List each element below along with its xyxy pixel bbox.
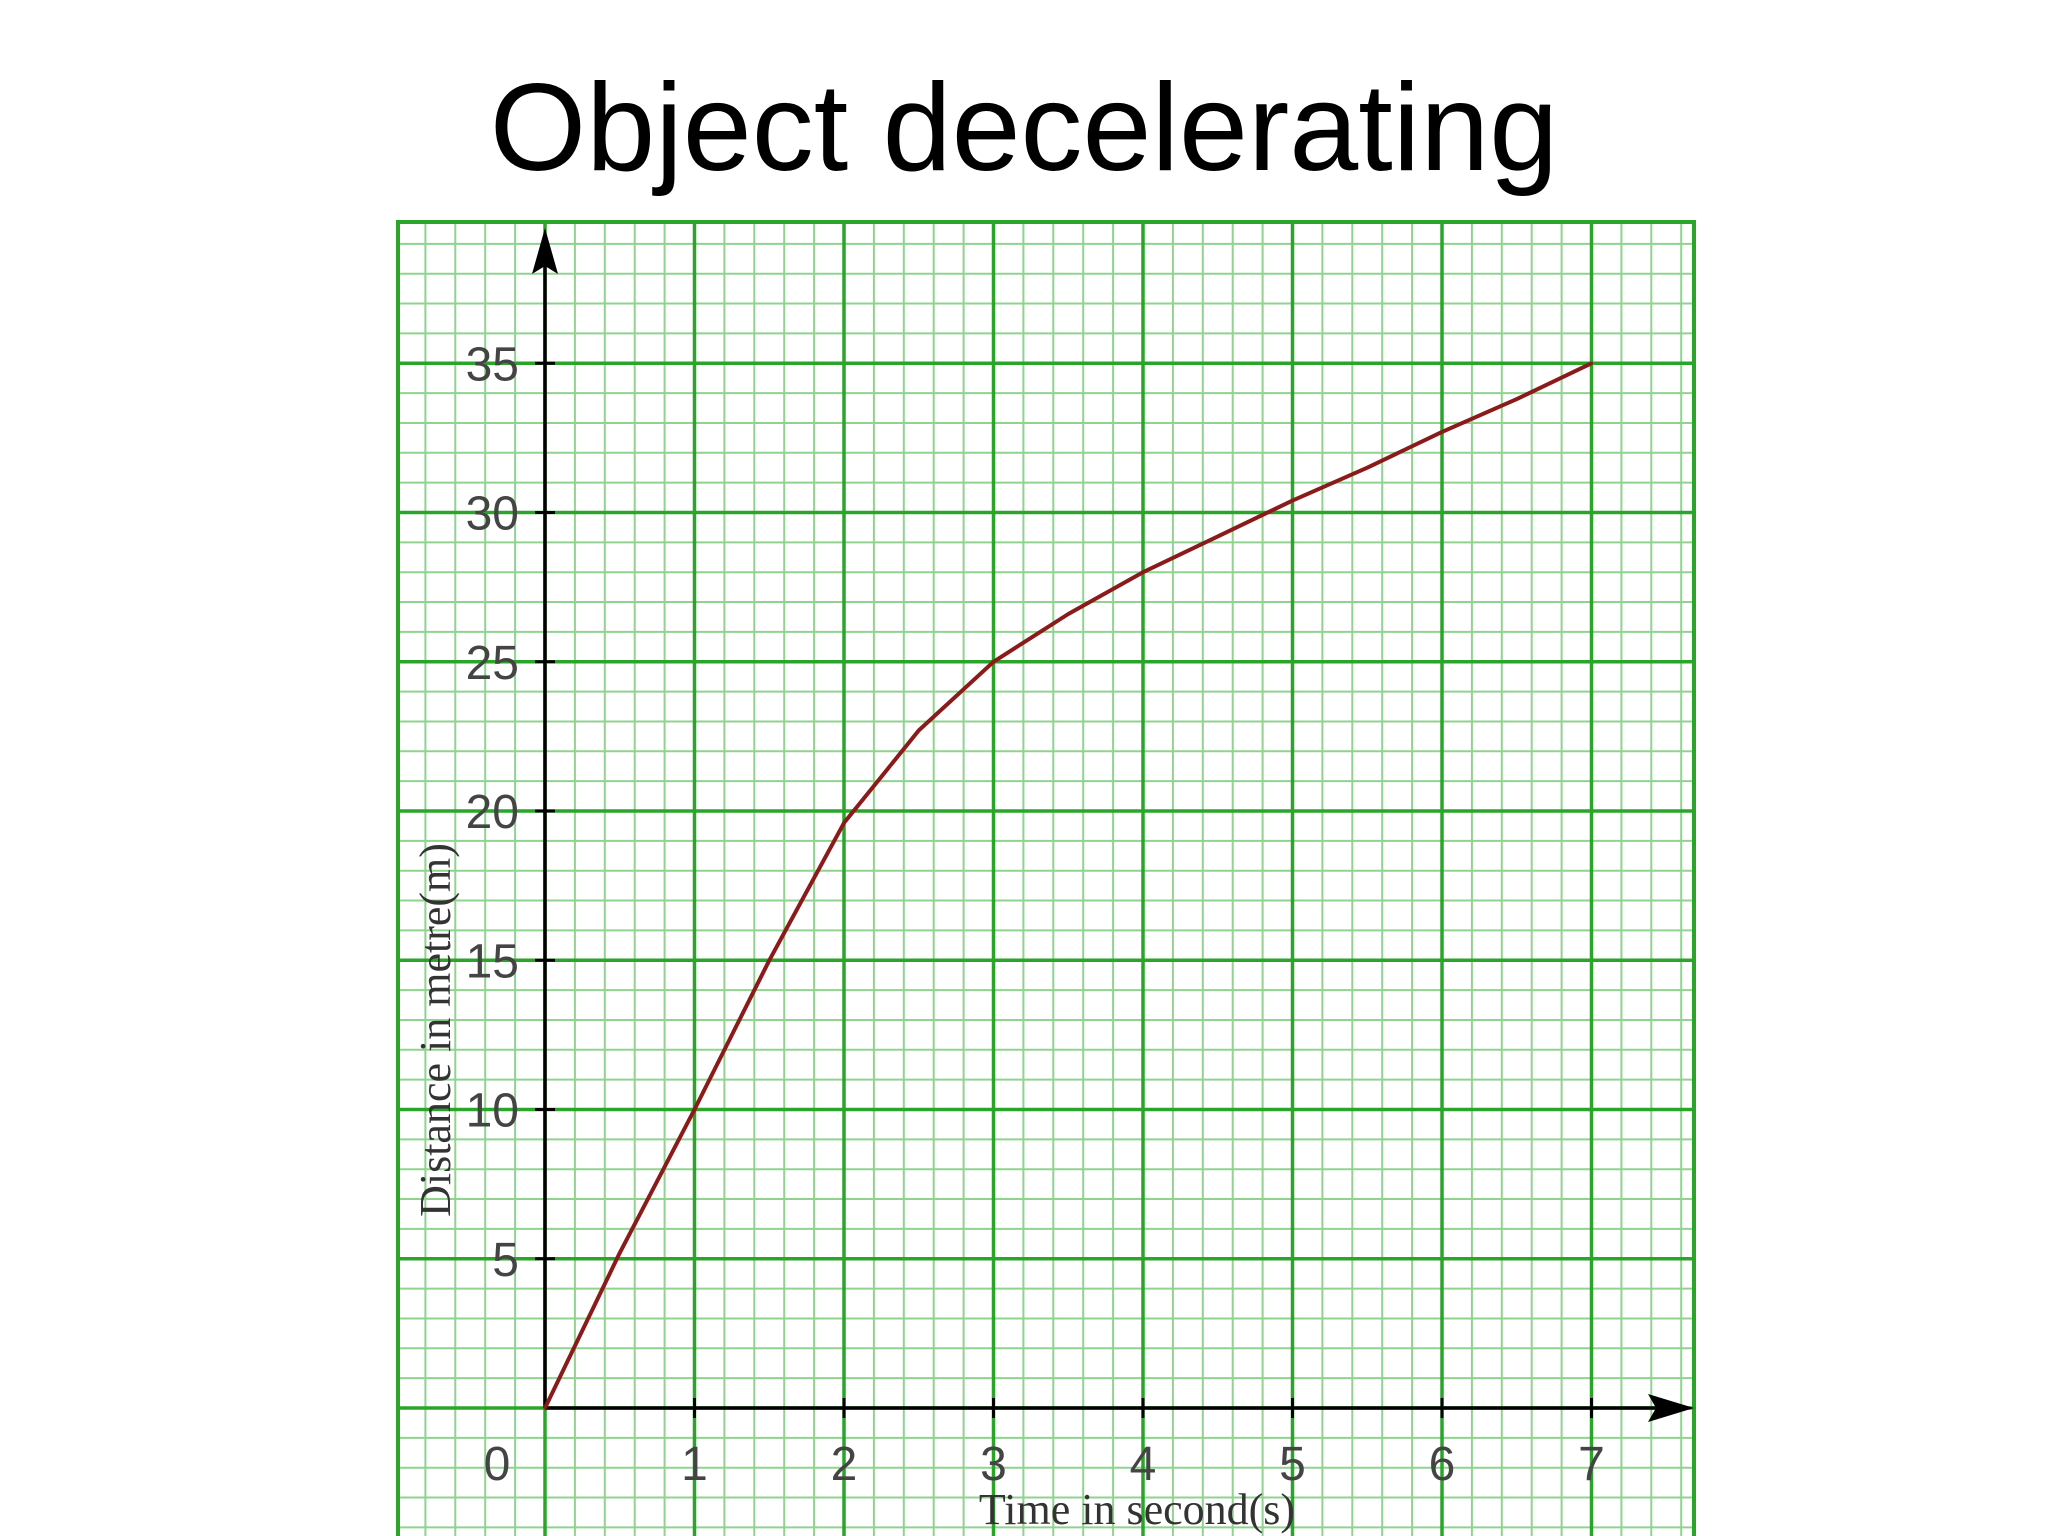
x-tick-label: 6 <box>1429 1438 1456 1491</box>
x-tick-label: 3 <box>980 1438 1007 1491</box>
y-tick-label: 15 <box>466 935 519 988</box>
tick-labels: 1 2 3 4 5 6 7 5 10 15 20 25 30 35 0 <box>466 338 1605 1491</box>
x-axis-title: Time in second(s) <box>979 1485 1295 1534</box>
x-tick-label: 2 <box>831 1438 858 1491</box>
x-tick-label: 4 <box>1130 1438 1157 1491</box>
series-point <box>1216 534 1220 538</box>
axes <box>532 228 1694 1422</box>
series-point <box>618 1251 622 1255</box>
series-point <box>1590 361 1593 365</box>
x-axis-arrow <box>1648 1394 1694 1422</box>
series-point <box>1365 466 1369 470</box>
series-point <box>543 1406 547 1410</box>
origin-label: 0 <box>484 1438 511 1491</box>
x-tick-label: 5 <box>1279 1438 1306 1491</box>
plot-frame <box>396 220 1696 1536</box>
series-point <box>842 821 846 825</box>
y-tick-label: 25 <box>466 637 519 690</box>
y-axis-arrow <box>532 228 558 274</box>
series-point <box>1141 570 1145 574</box>
series-point <box>693 1108 696 1111</box>
series-point <box>1440 430 1444 434</box>
y-tick-label: 20 <box>466 786 519 839</box>
series-point <box>992 660 995 664</box>
series-point <box>1515 397 1519 401</box>
x-tick-label: 1 <box>681 1438 708 1491</box>
slide-title: Object decelerating <box>489 59 1559 197</box>
grid-minor-lines <box>398 222 1694 1536</box>
y-tick-label: 5 <box>492 1234 519 1287</box>
series-point <box>1066 612 1070 616</box>
series-point <box>767 958 771 962</box>
series-point <box>917 728 921 732</box>
x-tick-label: 7 <box>1578 1438 1605 1491</box>
y-tick-label: 30 <box>466 488 519 541</box>
y-axis-title: Distance in metre(m) <box>411 843 460 1217</box>
series-point <box>1291 499 1294 503</box>
y-tick-label: 35 <box>466 338 519 391</box>
series-layer <box>543 361 1593 1410</box>
y-tick-label: 10 <box>466 1085 519 1138</box>
plot-background <box>398 222 1694 1536</box>
